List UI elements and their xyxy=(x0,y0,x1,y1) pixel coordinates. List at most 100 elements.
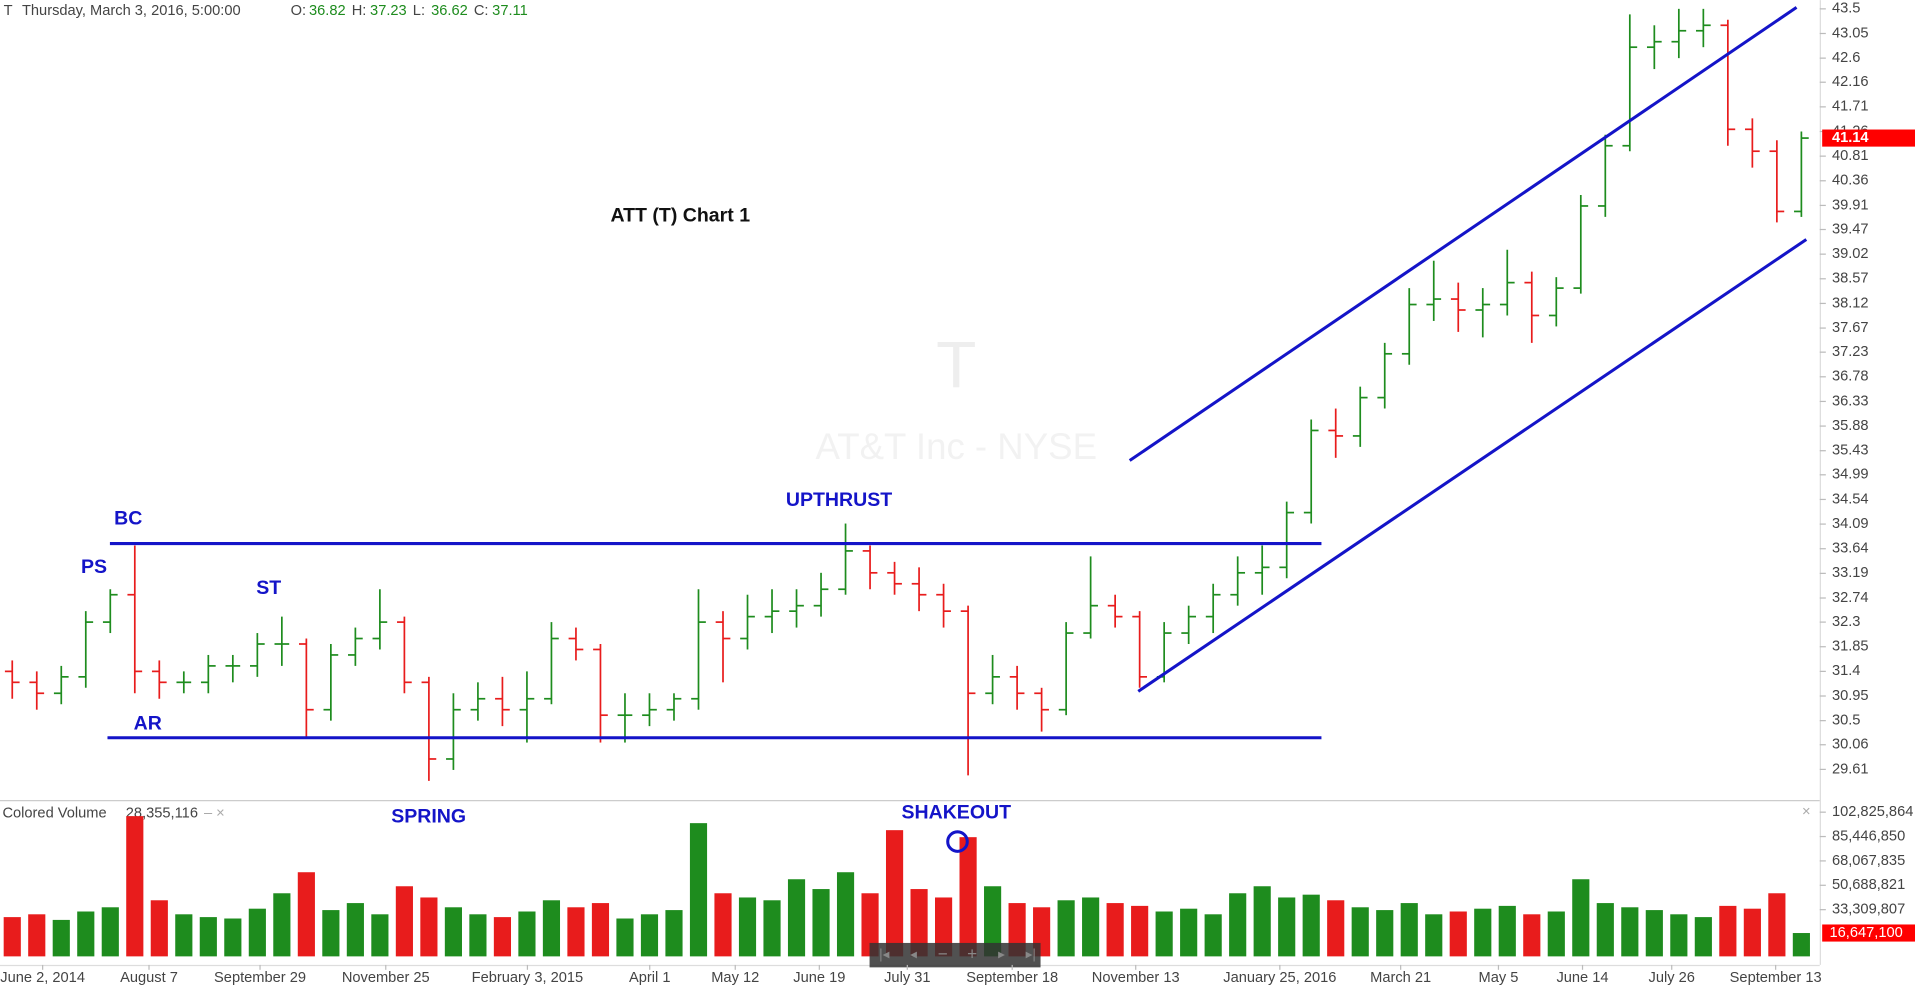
volume-bar xyxy=(1376,910,1394,957)
annotation: UPTHRUST xyxy=(786,489,892,511)
nav-prev[interactable]: ◂ xyxy=(910,947,917,962)
volume-bar xyxy=(1278,897,1296,957)
navigator-bar xyxy=(869,942,1041,968)
y-tick-label: 42.16 xyxy=(1832,74,1869,90)
y-tick-label: 40.36 xyxy=(1832,173,1869,189)
volume-bar xyxy=(1057,900,1075,957)
volume-bar xyxy=(3,917,21,957)
x-tick-label: April 1 xyxy=(629,970,671,986)
y-tick-label: 34.54 xyxy=(1832,491,1869,507)
y-tick-label: 34.09 xyxy=(1832,516,1869,532)
volume-bar xyxy=(1719,905,1737,957)
volume-bar xyxy=(591,903,610,957)
volume-bar xyxy=(1621,907,1639,957)
volume-bar xyxy=(346,903,364,957)
volume-bar xyxy=(1180,908,1198,957)
x-tick-label: September 13 xyxy=(1730,970,1822,986)
y-tick-label: 38.57 xyxy=(1832,271,1869,287)
ohlc-label: O: xyxy=(291,3,306,19)
ohlc-value: 36.62 xyxy=(431,3,468,19)
volume-bar xyxy=(1204,914,1222,957)
annotation: ST xyxy=(256,577,281,599)
nav-first[interactable]: |◂ xyxy=(879,947,889,962)
y-tick-label: 38.12 xyxy=(1832,295,1869,311)
x-tick-label: November 13 xyxy=(1092,970,1180,986)
volume-bar xyxy=(1645,910,1663,957)
volume-bar xyxy=(1572,879,1590,957)
icon[interactable]: – × xyxy=(204,805,225,821)
volume-bar xyxy=(224,918,242,957)
volume-bar xyxy=(1400,903,1418,957)
ohlc-value: 37.11 xyxy=(492,3,528,19)
y-tick-label: 33.64 xyxy=(1832,541,1869,557)
volume-bar xyxy=(885,830,904,957)
volume-bar xyxy=(1743,908,1761,957)
y-tick-label: 39.91 xyxy=(1832,197,1869,213)
x-tick-label: February 3, 2015 xyxy=(472,970,584,986)
volume-bar xyxy=(175,914,193,957)
y-tick-label: 30.06 xyxy=(1832,737,1869,753)
annotation: SPRING xyxy=(391,805,466,827)
volume-bar xyxy=(273,893,291,957)
annotation: BC xyxy=(114,507,142,529)
volume-bar xyxy=(297,872,315,957)
volume-bar xyxy=(1498,905,1516,957)
y-tick-label: 33.19 xyxy=(1832,565,1869,581)
volume-bar xyxy=(395,886,413,957)
y-tick-label: 43.05 xyxy=(1832,25,1869,41)
volume-bar xyxy=(199,917,217,957)
volume-bar xyxy=(1327,900,1345,957)
volume-bar xyxy=(787,879,806,957)
y-tick-label: 37.67 xyxy=(1832,320,1869,336)
nav-zoom-in[interactable]: + xyxy=(967,945,977,964)
x-tick-label: June 19 xyxy=(793,970,845,986)
price-tag xyxy=(1822,129,1915,147)
y-tick-label: 85,446,850 xyxy=(1832,828,1905,844)
y-tick-label: 50,688,821 xyxy=(1832,877,1905,893)
volume-bar xyxy=(101,907,119,957)
volume-bar xyxy=(1694,917,1712,957)
y-tick-label: 30.95 xyxy=(1832,688,1869,704)
volume-bar xyxy=(1449,911,1467,957)
y-tick-label: 31.85 xyxy=(1832,639,1869,655)
y-tick-label: 34.99 xyxy=(1832,467,1869,483)
watermark: T xyxy=(936,328,976,402)
y-tick-label: 40.81 xyxy=(1832,148,1869,164)
volume-name: Colored Volume xyxy=(2,805,106,821)
volume-bar xyxy=(567,907,585,957)
volume-bar xyxy=(77,911,95,957)
watermark-subtitle: AT&T Inc - NYSE xyxy=(816,426,1098,467)
nav-zoom-out[interactable]: − xyxy=(938,945,948,964)
volume-bar xyxy=(1131,905,1149,957)
ohlc-label: L: xyxy=(413,3,425,19)
ohlc-value: 36.82 xyxy=(309,3,346,19)
trend-line xyxy=(1137,238,1808,693)
x-tick-label: June 2, 2014 xyxy=(0,970,85,986)
x-tick-label: September 18 xyxy=(966,970,1058,986)
y-tick-label: 102,825,864 xyxy=(1832,804,1913,820)
volume-bar xyxy=(493,917,512,957)
volume-bar xyxy=(322,910,340,957)
y-tick-label: 32.3 xyxy=(1832,614,1861,630)
volume-bar xyxy=(984,886,1002,957)
volume-bar xyxy=(28,914,46,957)
close-icon[interactable]: × xyxy=(1802,804,1811,820)
volume-bar xyxy=(1082,897,1100,957)
x-tick-label: August 7 xyxy=(120,970,178,986)
x-tick-label: January 25, 2016 xyxy=(1223,970,1336,986)
y-tick-label: 42.6 xyxy=(1832,50,1861,66)
volume-bar xyxy=(52,919,70,957)
y-tick-label: 31.4 xyxy=(1832,663,1861,679)
volume-bar xyxy=(738,897,757,957)
x-tick-label: June 14 xyxy=(1556,970,1608,986)
nav-last[interactable]: ▸| xyxy=(1026,947,1036,962)
volume-bar xyxy=(469,914,487,957)
chart-title: ATT (T) Chart 1 xyxy=(610,204,750,226)
volume-bar xyxy=(812,889,830,957)
volume-bar xyxy=(910,889,928,957)
x-tick-label: July 26 xyxy=(1649,970,1695,986)
volume-bar xyxy=(861,893,879,957)
nav-next[interactable]: ▸ xyxy=(998,947,1005,962)
volume-bar xyxy=(616,918,634,957)
